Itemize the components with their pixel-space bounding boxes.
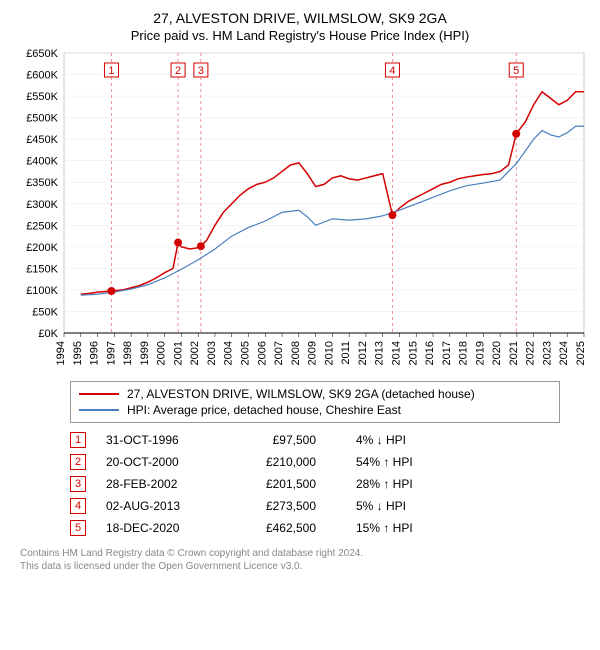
svg-text:1994: 1994 [55, 341, 67, 365]
svg-text:2014: 2014 [390, 341, 402, 365]
svg-text:3: 3 [198, 65, 204, 77]
legend-swatch [79, 409, 119, 411]
svg-text:£350K: £350K [26, 177, 58, 189]
svg-text:1998: 1998 [122, 341, 134, 365]
transaction-price: £210,000 [236, 455, 316, 469]
legend-item: 27, ALVESTON DRIVE, WILMSLOW, SK9 2GA (d… [79, 386, 551, 402]
svg-text:2007: 2007 [273, 341, 285, 365]
svg-text:2004: 2004 [223, 341, 235, 365]
svg-text:2015: 2015 [407, 341, 419, 365]
transaction-price: £273,500 [236, 499, 316, 513]
svg-text:2012: 2012 [357, 341, 369, 365]
transaction-diff: 4% ↓ HPI [336, 433, 466, 447]
footer-attribution: Contains HM Land Registry data © Crown c… [20, 547, 580, 573]
transaction-date: 18-DEC-2020 [106, 521, 216, 535]
svg-text:2006: 2006 [256, 341, 268, 365]
transaction-row: 5 18-DEC-2020 £462,500 15% ↑ HPI [70, 517, 560, 539]
svg-text:2000: 2000 [156, 341, 168, 365]
svg-text:2013: 2013 [374, 341, 386, 365]
svg-text:£200K: £200K [26, 242, 58, 254]
svg-text:2022: 2022 [525, 341, 537, 365]
svg-text:2018: 2018 [458, 341, 470, 365]
transactions-table: 1 31-OCT-1996 £97,500 4% ↓ HPI 2 20-OCT-2000 £… [70, 429, 560, 539]
svg-text:2002: 2002 [189, 341, 201, 365]
svg-text:£150K: £150K [26, 263, 58, 275]
svg-text:2016: 2016 [424, 341, 436, 365]
transaction-row: 4 02-AUG-2013 £273,500 5% ↓ HPI [70, 495, 560, 517]
price-chart: £0K £50K £100K £150K £200K £250K £300K £350K £40… [10, 47, 590, 377]
svg-text:£400K: £400K [26, 156, 58, 168]
svg-text:£500K: £500K [26, 113, 58, 125]
svg-text:5: 5 [513, 65, 519, 77]
svg-text:£450K: £450K [26, 134, 58, 146]
svg-text:2005: 2005 [240, 341, 252, 365]
svg-text:£0K: £0K [38, 328, 58, 340]
transaction-row: 2 20-OCT-2000 £210,000 54% ↑ HPI [70, 451, 560, 473]
svg-text:1995: 1995 [72, 341, 84, 365]
footer-line2: This data is licensed under the Open Gov… [20, 560, 580, 573]
svg-text:£250K: £250K [26, 220, 58, 232]
transaction-diff: 15% ↑ HPI [336, 521, 466, 535]
transaction-date: 31-OCT-1996 [106, 433, 216, 447]
svg-text:4: 4 [389, 65, 395, 77]
svg-text:2019: 2019 [474, 341, 486, 365]
legend-label: HPI: Average price, detached house, Ches… [127, 403, 401, 417]
transaction-diff: 5% ↓ HPI [336, 499, 466, 513]
transaction-row: 3 28-FEB-2002 £201,500 28% ↑ HPI [70, 473, 560, 495]
transaction-marker: 3 [70, 476, 86, 492]
transaction-price: £462,500 [236, 521, 316, 535]
transaction-diff: 54% ↑ HPI [336, 455, 466, 469]
transaction-price: £97,500 [236, 433, 316, 447]
transaction-date: 02-AUG-2013 [106, 499, 216, 513]
chart-container: £0K £50K £100K £150K £200K £250K £300K £350K £40… [10, 47, 590, 377]
svg-text:2001: 2001 [172, 341, 184, 365]
transaction-row: 1 31-OCT-1996 £97,500 4% ↓ HPI [70, 429, 560, 451]
svg-text:2011: 2011 [340, 341, 352, 365]
svg-text:£600K: £600K [26, 70, 58, 82]
footer-line1: Contains HM Land Registry data © Crown c… [20, 547, 580, 560]
legend-item: HPI: Average price, detached house, Ches… [79, 402, 551, 418]
svg-text:£300K: £300K [26, 199, 58, 211]
svg-text:£550K: £550K [26, 91, 58, 103]
transaction-diff: 28% ↑ HPI [336, 477, 466, 491]
legend-swatch [79, 393, 119, 395]
svg-text:2009: 2009 [307, 341, 319, 365]
svg-text:1: 1 [108, 65, 114, 77]
svg-text:£100K: £100K [26, 285, 58, 297]
svg-text:2017: 2017 [441, 341, 453, 365]
svg-text:2003: 2003 [206, 341, 218, 365]
legend-label: 27, ALVESTON DRIVE, WILMSLOW, SK9 2GA (d… [127, 387, 475, 401]
svg-text:2025: 2025 [575, 341, 587, 365]
svg-text:1996: 1996 [89, 341, 101, 365]
svg-text:£50K: £50K [32, 306, 58, 318]
transaction-marker: 4 [70, 498, 86, 514]
transaction-marker: 5 [70, 520, 86, 536]
transaction-marker: 2 [70, 454, 86, 470]
svg-text:2021: 2021 [508, 341, 520, 365]
svg-text:2024: 2024 [558, 341, 570, 365]
svg-text:2010: 2010 [323, 341, 335, 365]
svg-text:2008: 2008 [290, 341, 302, 365]
transaction-date: 28-FEB-2002 [106, 477, 216, 491]
svg-text:1997: 1997 [105, 341, 117, 365]
page-title: 27, ALVESTON DRIVE, WILMSLOW, SK9 2GA [10, 10, 590, 26]
transaction-marker: 1 [70, 432, 86, 448]
svg-text:2020: 2020 [491, 341, 503, 365]
legend: 27, ALVESTON DRIVE, WILMSLOW, SK9 2GA (d… [70, 381, 560, 423]
transaction-date: 20-OCT-2000 [106, 455, 216, 469]
svg-text:2: 2 [175, 65, 181, 77]
svg-text:2023: 2023 [541, 341, 553, 365]
transaction-price: £201,500 [236, 477, 316, 491]
svg-text:1999: 1999 [139, 341, 151, 365]
svg-text:£650K: £650K [26, 48, 58, 60]
page-subtitle: Price paid vs. HM Land Registry's House … [10, 28, 590, 43]
